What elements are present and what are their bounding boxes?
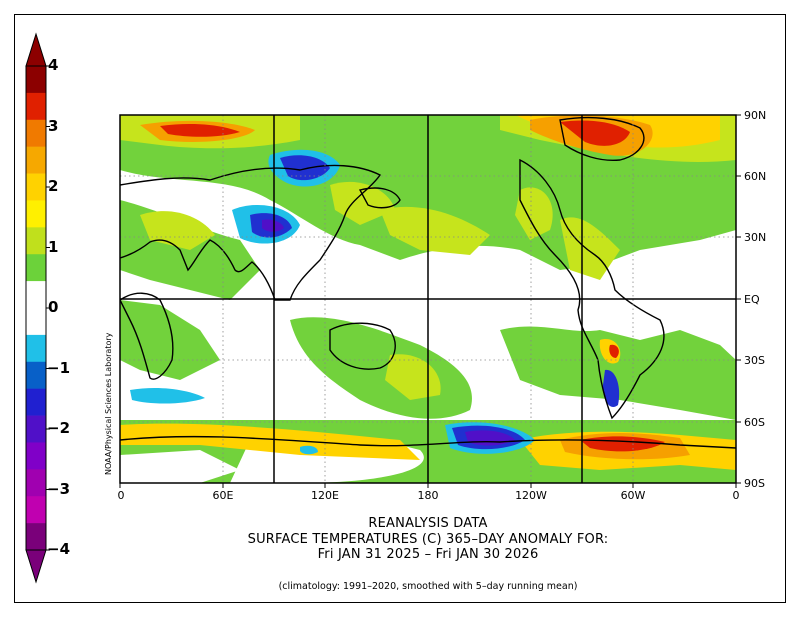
colorbar-segment <box>26 66 46 94</box>
colorbar-segment <box>26 388 46 416</box>
title-line-1: REANALYSIS DATA <box>368 516 488 531</box>
colorbar-tick-label: 2 <box>48 177 59 195</box>
colorbar-segment <box>26 361 46 389</box>
lon-label-0-east: 0 <box>732 489 740 502</box>
lat-label-30s: 30S <box>744 354 765 367</box>
colorbar-tick-label: 1 <box>48 237 59 256</box>
credit-text: NOAA/Physical Sciences Laboratory <box>104 332 113 475</box>
colorbar-tick-label: 4 <box>48 56 59 74</box>
lon-label-120w: 120W <box>515 489 547 502</box>
lat-label-eq: EQ <box>744 293 760 306</box>
colorbar-segment <box>26 281 46 309</box>
title-line-2: SURFACE TEMPERATURES (C) 365–DAY ANOMALY… <box>247 532 609 547</box>
colorbar-segment <box>26 442 46 470</box>
colorbar-segment <box>26 146 46 174</box>
lat-label-90n: 90N <box>744 109 767 122</box>
colorbar-tick-label: −3 <box>47 479 71 498</box>
colorbar-segment <box>26 308 46 336</box>
colorbar-tick-label: 3 <box>48 116 59 135</box>
colorbar-segment <box>26 523 46 551</box>
colorbar-segment <box>26 496 46 524</box>
colorbar-segment <box>26 173 46 201</box>
colorbar-segment <box>26 334 46 363</box>
title-line-3: Fri JAN 31 2025 – Fri JAN 30 2026 <box>317 547 539 562</box>
lon-label-60e: 60E <box>212 489 234 502</box>
cold-anomaly-fields <box>130 149 620 455</box>
colorbar-segment <box>26 200 46 228</box>
figure-frame <box>14 14 786 603</box>
lon-label-180: 180 <box>417 489 439 502</box>
lat-label-60n: 60N <box>744 170 767 183</box>
lat-label-60s: 60S <box>744 416 765 429</box>
lon-label-0-west: 0 <box>117 489 125 502</box>
lat-label-90s: 90S <box>744 477 765 490</box>
footnote: (climatology: 1991–2020, smoothed with 5… <box>278 581 578 592</box>
colorbar-segment <box>26 469 46 497</box>
colorbar-tick-label: −1 <box>47 358 71 377</box>
colorbar-tick-label: 0 <box>48 298 59 316</box>
colorbar-segment <box>26 254 46 282</box>
colorbar-tick-label: −2 <box>47 419 71 437</box>
colorbar-segment <box>26 415 46 443</box>
colorbar-tick-label: −4 <box>47 540 71 558</box>
colorbar-segment <box>26 227 46 255</box>
colorbar-segment <box>26 92 46 121</box>
colorbar-segment <box>26 119 46 147</box>
lat-label-30n: 30N <box>744 231 767 244</box>
lon-label-60w: 60W <box>620 489 646 502</box>
gridlines <box>120 115 736 483</box>
lon-label-120e: 120E <box>311 489 339 502</box>
